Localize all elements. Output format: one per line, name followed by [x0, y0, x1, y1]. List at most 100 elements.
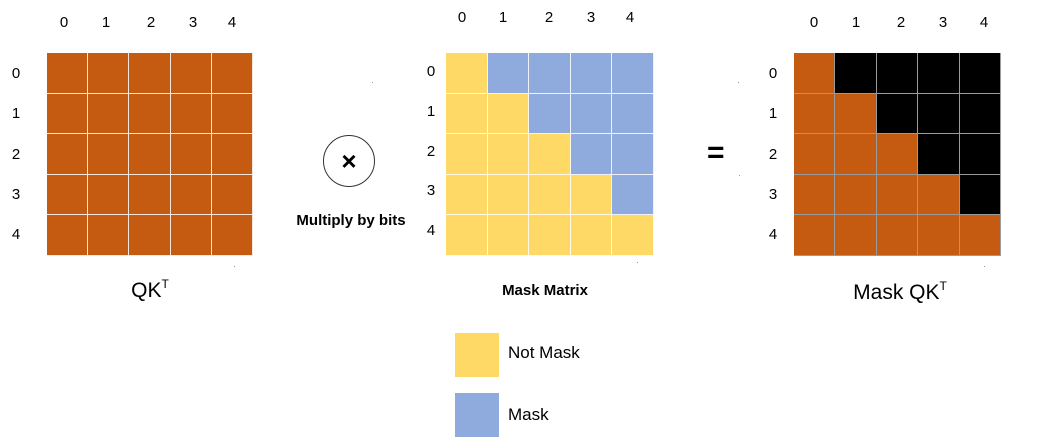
equals-sign: =	[707, 136, 725, 169]
mask-cell-r0-c3	[570, 53, 613, 94]
result-cell-r3-c2	[876, 174, 919, 216]
result-col-label-4: 4	[979, 14, 989, 31]
mask-cell-r3-c3	[570, 174, 613, 216]
qkt-col-label-2: 2	[146, 14, 156, 31]
mask-cell-r0-c0	[446, 53, 488, 94]
qkt-cell-r4-c1	[88, 215, 130, 256]
qkt-cell-r1-c3	[170, 93, 212, 135]
mask-cell-r1-c2	[529, 93, 571, 135]
mask-cell-r4-c4	[612, 215, 654, 256]
qkt-cell-r1-c4	[211, 93, 253, 135]
legend-not-mask-label: Not Mask	[508, 343, 580, 362]
mask-cell-r0-c1	[487, 53, 530, 94]
mask-row-label-2: 2	[426, 143, 436, 160]
result-cell-r0-c0	[794, 53, 836, 94]
result-cell-r0-c3	[918, 53, 960, 94]
mask-cell-r4-c1	[487, 215, 530, 256]
result-cell-r1-c3	[918, 93, 960, 135]
mask-cell-r1-c1	[487, 93, 530, 135]
result-col-label-3: 3	[938, 14, 948, 31]
qkt-row-label-4: 4	[11, 226, 21, 243]
mask-cell-r3-c4	[612, 174, 654, 216]
qkt-cell-r3-c3	[170, 174, 212, 216]
result-cell-r3-c0	[794, 174, 836, 216]
qkt-cell-r0-c3	[170, 53, 212, 94]
legend-mask-swatch	[455, 393, 499, 437]
result-cell-r2-c2	[876, 134, 919, 175]
qkt-row-label-2: 2	[11, 146, 21, 163]
qkt-cell-r3-c4	[211, 174, 253, 216]
mask-cell-r3-c2	[529, 174, 571, 216]
qkt-caption: QKT	[100, 277, 200, 303]
result-cell-r4-c3	[918, 215, 960, 256]
qkt-cell-r2-c3	[170, 134, 212, 175]
qkt-cell-r4-c3	[170, 215, 212, 256]
result-cell-r2-c0	[794, 134, 836, 175]
qkt-cell-r2-c2	[129, 134, 171, 175]
multiply-icon: ×	[323, 135, 375, 187]
result-cell-r2-c3	[918, 134, 960, 175]
qkt-cell-r2-c0	[47, 134, 89, 175]
masked-qkt-matrix	[794, 53, 1001, 256]
qkt-col-label-3: 3	[188, 14, 198, 31]
qkt-col-label-4: 4	[227, 14, 237, 31]
legend-not-mask-swatch	[455, 333, 499, 377]
mask-cell-r1-c0	[446, 93, 488, 135]
mask-col-label-4: 4	[625, 9, 635, 26]
result-cell-r4-c0	[794, 215, 836, 256]
result-cell-r4-c1	[835, 215, 877, 256]
mask-matrix	[446, 53, 654, 256]
mask-cell-r2-c1	[487, 134, 530, 175]
mask-cell-r4-c2	[529, 215, 571, 256]
qkt-cell-r4-c2	[129, 215, 171, 256]
mask-cell-r2-c2	[529, 134, 571, 175]
result-cell-r0-c2	[876, 53, 919, 94]
stray-dot	[738, 82, 739, 83]
result-row-label-4: 4	[768, 226, 778, 243]
result-cell-r2-c1	[835, 134, 877, 175]
mask-cell-r0-c2	[529, 53, 571, 94]
mask-cell-r1-c4	[612, 93, 654, 135]
mask-row-label-1: 1	[426, 103, 436, 120]
qkt-cell-r4-c4	[211, 215, 253, 256]
mask-cell-r0-c4	[612, 53, 654, 94]
result-cell-r2-c4	[959, 134, 1001, 175]
mask-cell-r1-c3	[570, 93, 613, 135]
result-col-label-1: 1	[851, 14, 861, 31]
mask-cell-r4-c0	[446, 215, 488, 256]
stray-dot	[739, 175, 740, 176]
qkt-cell-r2-c1	[88, 134, 130, 175]
mask-col-label-0: 0	[457, 9, 467, 26]
qkt-row-label-0: 0	[11, 65, 21, 82]
legend-mask-label: Mask	[508, 405, 549, 424]
qkt-cell-r2-c4	[211, 134, 253, 175]
mask-row-label-4: 4	[426, 222, 436, 239]
mask-row-label-0: 0	[426, 63, 436, 80]
result-cell-r0-c1	[835, 53, 877, 94]
result-cell-r1-c0	[794, 93, 836, 135]
qkt-cell-r4-c0	[47, 215, 89, 256]
result-caption: Mask QKT	[820, 279, 980, 305]
mask-col-label-3: 3	[586, 9, 596, 26]
mask-cell-r2-c4	[612, 134, 654, 175]
mask-cell-r2-c0	[446, 134, 488, 175]
result-col-label-2: 2	[896, 14, 906, 31]
mask-cell-r2-c3	[570, 134, 613, 175]
qkt-row-label-1: 1	[11, 105, 21, 122]
result-cell-r4-c2	[876, 215, 919, 256]
result-cell-r1-c1	[835, 93, 877, 135]
stray-dot	[984, 266, 985, 267]
qkt-cell-r3-c0	[47, 174, 89, 216]
qkt-cell-r1-c2	[129, 93, 171, 135]
qkt-caption-superscript: T	[161, 277, 169, 291]
stray-dot	[234, 266, 235, 267]
result-cell-r1-c2	[876, 93, 919, 135]
result-cell-r1-c4	[959, 93, 1001, 135]
result-row-label-3: 3	[768, 186, 778, 203]
qkt-cell-r3-c1	[88, 174, 130, 216]
result-cell-r3-c4	[959, 174, 1001, 216]
result-row-label-0: 0	[768, 65, 778, 82]
stray-dot	[372, 82, 373, 83]
qkt-cell-r0-c4	[211, 53, 253, 94]
mask-cell-r4-c3	[570, 215, 613, 256]
